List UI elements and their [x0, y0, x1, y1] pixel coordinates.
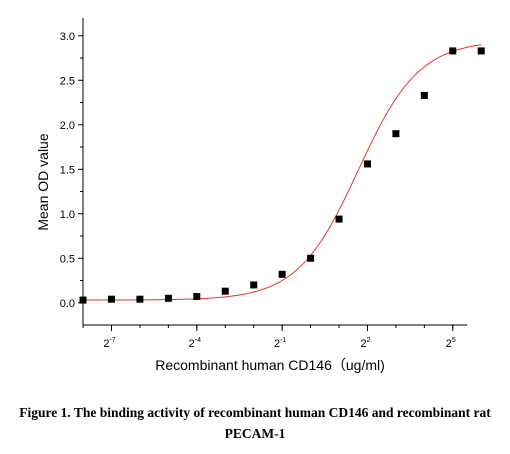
figure-caption-line-2: PECAM-1 [224, 426, 286, 441]
x-tick-label: 2-1 [274, 337, 286, 350]
data-point [392, 130, 400, 138]
x-tick-label: 2-4 [189, 337, 201, 350]
axes [82, 18, 467, 326]
y-tick-label: 0.0 [60, 298, 75, 310]
data-point [107, 295, 115, 303]
x-tick-label: 22 [360, 337, 370, 350]
figure-caption-line-1: Figure 1. The binding activity of recomb… [19, 405, 491, 420]
data-point [136, 295, 144, 303]
data-point [420, 91, 428, 99]
chart: 2-7 2-4 2-1 22 25 0.0 0.5 1.0 1.5 2.0 2.5 3.0 Mean… [35, 18, 485, 373]
x-tick-label: 2-7 [103, 337, 115, 350]
data-point [221, 287, 229, 295]
y-tick-label: 2.5 [60, 75, 75, 87]
data-point [164, 294, 172, 302]
y-tick-label: 2.0 [60, 120, 75, 132]
data-point [363, 160, 371, 168]
data-point [278, 270, 286, 278]
x-axis-ticks: 2-7 2-4 2-1 22 25 [82, 325, 456, 350]
data-point [477, 47, 485, 55]
data-point [307, 254, 315, 262]
data-point [335, 215, 343, 223]
x-tick-label: 25 [446, 337, 456, 350]
fit-curve [83, 44, 482, 301]
y-tick-label: 0.5 [60, 253, 75, 265]
y-axis-label: Mean OD value [35, 133, 51, 230]
y-tick-label: 1.5 [60, 164, 75, 176]
data-point [193, 293, 201, 301]
y-tick-label: 3.0 [60, 31, 75, 43]
x-axis-label: Recombinant human CD146（ug/ml) [155, 357, 385, 373]
data-point [449, 47, 457, 55]
y-tick-label: 1.0 [60, 209, 75, 221]
data-point [79, 296, 87, 304]
data-point [250, 281, 258, 289]
y-axis-ticks: 0.0 0.5 1.0 1.5 2.0 2.5 3.0 [60, 31, 83, 310]
data-points [79, 47, 485, 304]
